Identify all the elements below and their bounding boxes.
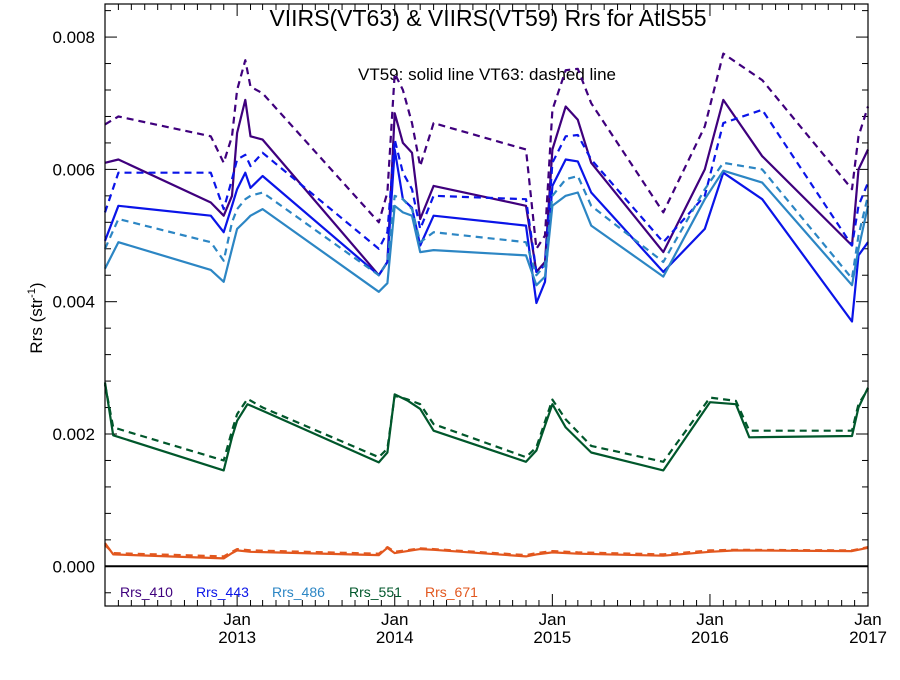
legend-item: Rrs_671 xyxy=(425,584,478,600)
series-rrs-486-solid xyxy=(104,169,870,293)
y-axis-label-close: ) xyxy=(27,282,46,288)
chart-title: VIIRS(VT63) & VIIRS(VT59) Rrs for AtlS55 xyxy=(269,5,706,31)
x-tick-label-month: Jan xyxy=(696,610,723,629)
x-tick-label-month: Jan xyxy=(223,610,250,629)
x-tick-label-year: 2014 xyxy=(376,628,414,647)
series-rrs-671-dashed xyxy=(104,544,869,558)
x-tick-label-year: 2013 xyxy=(218,628,256,647)
x-tick-label-month: Jan xyxy=(539,610,566,629)
series-rrs-551-solid xyxy=(103,382,869,472)
legend: Rrs_410 Rrs_443 Rrs_486 Rrs_551 Rrs_671 xyxy=(120,584,478,600)
series-rrs-443-solid xyxy=(103,148,869,323)
x-tick-label-year: 2017 xyxy=(849,628,887,647)
series-layer xyxy=(103,52,870,560)
series-rrs-410-dashed xyxy=(104,52,870,250)
series-rrs-671-solid xyxy=(104,542,869,560)
y-tick-label: 0.000 xyxy=(52,557,95,576)
y-tick-label: 0.006 xyxy=(52,160,95,179)
series-rrs-410-solid xyxy=(104,98,869,277)
x-tick-label-year: 2015 xyxy=(533,628,571,647)
y-tick-label: 0.008 xyxy=(52,28,95,47)
legend-item: Rrs_486 xyxy=(272,584,325,600)
y-axis-label-superscript: -1 xyxy=(26,288,38,298)
y-tick-label: 0.002 xyxy=(52,425,95,444)
series-rrs-551-dashed xyxy=(103,384,869,463)
series-rrs-443-dashed xyxy=(103,108,870,273)
chart-annotation: VT59: solid line VT63: dashed line xyxy=(358,65,616,84)
x-tick-label-year: 2016 xyxy=(691,628,729,647)
legend-item: Rrs_551 xyxy=(349,584,402,600)
y-axis-label: Rrs (str-1) xyxy=(26,282,46,353)
legend-item: Rrs_443 xyxy=(196,584,249,600)
x-tick-label-month: Jan xyxy=(381,610,408,629)
x-tick-label-month: Jan xyxy=(854,610,881,629)
plot-frame xyxy=(104,3,869,607)
y-tick-label: 0.004 xyxy=(52,293,95,312)
y-axis-label-text: Rrs (str xyxy=(27,298,46,354)
tick-layer: 0.0000.0020.0040.0060.008Jan2013Jan2014J… xyxy=(52,4,887,647)
svg-text:Rrs (str-1): Rrs (str-1) xyxy=(26,282,46,353)
legend-item: Rrs_410 xyxy=(120,584,173,600)
